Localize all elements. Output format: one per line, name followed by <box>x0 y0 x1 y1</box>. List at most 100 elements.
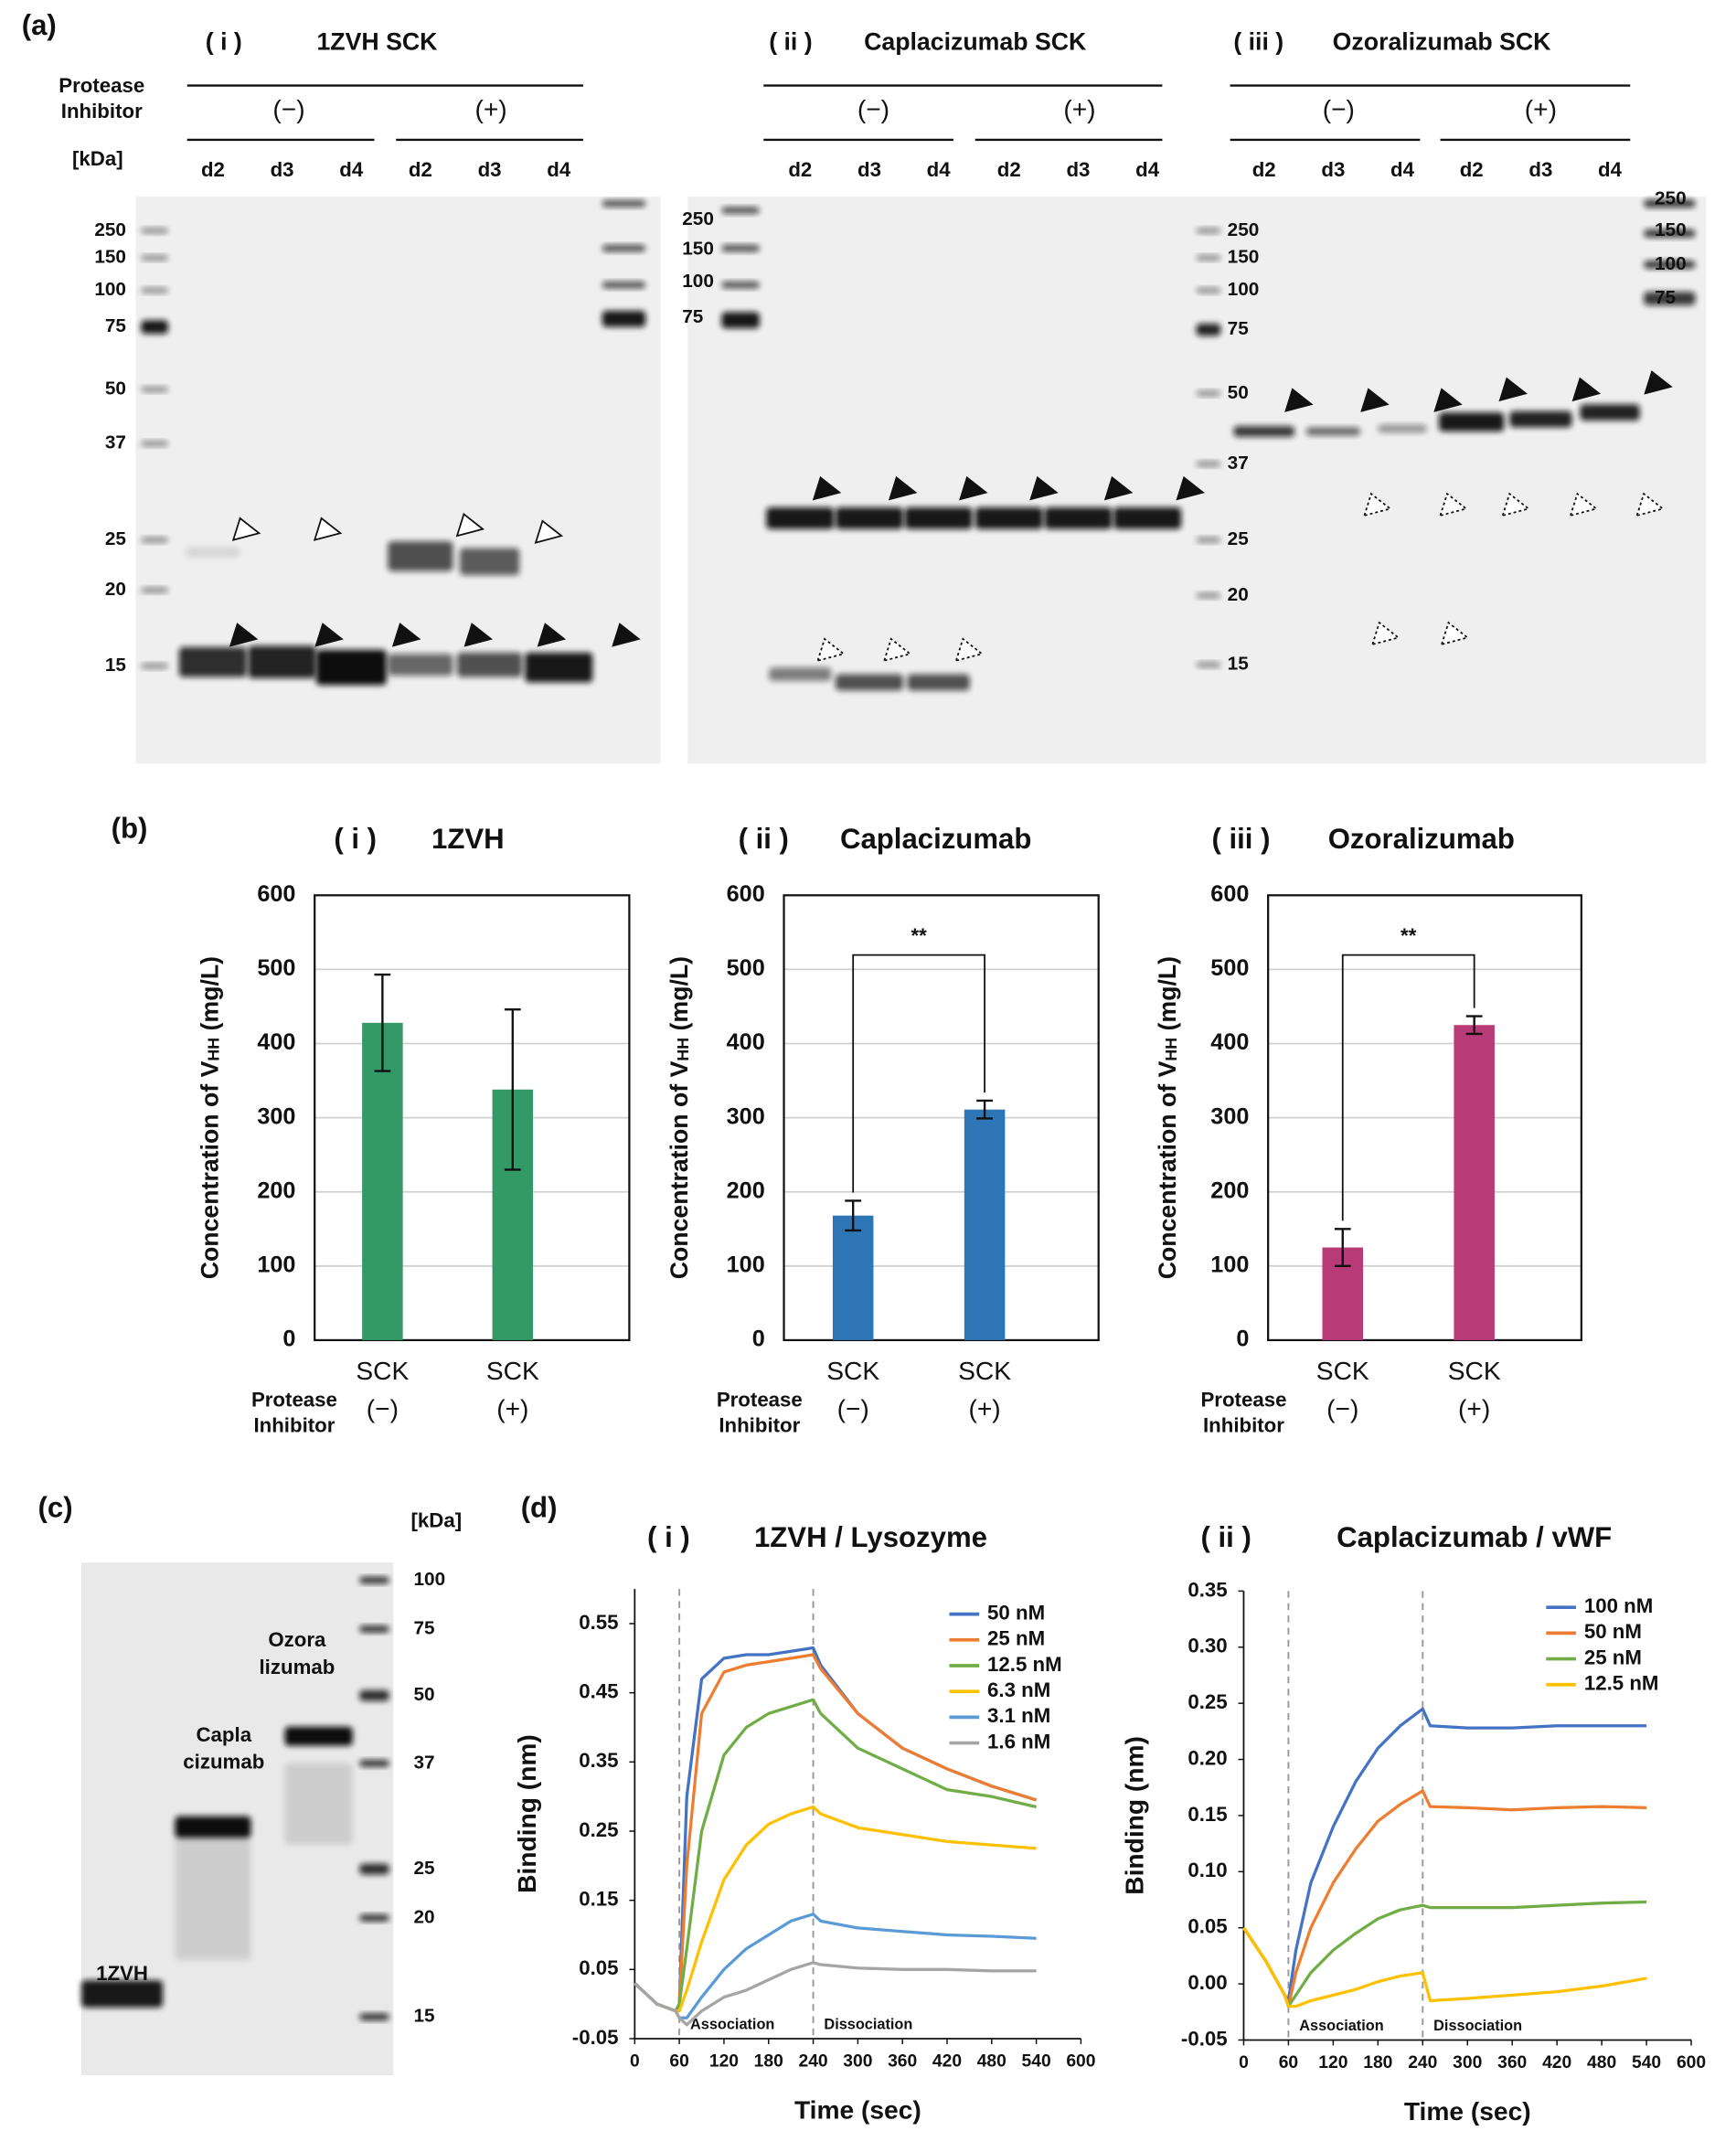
lane-label: d4 <box>927 158 952 181</box>
band <box>186 547 240 558</box>
arrowhead <box>612 623 641 647</box>
marker-label: 50 <box>413 1684 434 1705</box>
arrowhead <box>1501 492 1530 517</box>
y-tick-label: 0 <box>1236 1327 1249 1352</box>
marker-label: 250 <box>1228 219 1260 240</box>
arrowhead <box>1498 377 1528 402</box>
legend-label: 25 nM <box>987 1627 1045 1650</box>
x-tick-label: SCK <box>958 1356 1011 1385</box>
x-tick-label: SCK <box>1316 1356 1369 1385</box>
marker-label: 37 <box>413 1752 434 1773</box>
chart-title: 1ZVH / Lysozyme <box>754 1521 987 1553</box>
arrowhead <box>816 637 846 662</box>
condition-row-label: Inhibitor <box>1203 1414 1284 1437</box>
arrowhead <box>231 517 261 541</box>
band <box>1196 592 1221 599</box>
y-tick-label: 0 <box>752 1327 765 1352</box>
y-tick-label: -0.05 <box>1181 2027 1228 2050</box>
plot-frame <box>1267 894 1582 1342</box>
arrowhead <box>954 637 985 662</box>
x-tick-label: 420 <box>1542 2053 1571 2072</box>
data-line <box>634 1698 1037 2013</box>
band <box>1305 427 1361 436</box>
y-tick-label: 100 <box>257 1252 295 1277</box>
lane-label: d4 <box>547 158 571 181</box>
chart-panel: ( iii ) <box>1211 823 1270 855</box>
legend-label: 12.5 nM <box>987 1653 1062 1676</box>
x-tick-label: 240 <box>1408 2053 1437 2072</box>
chart-title: 1ZVH <box>431 823 505 855</box>
x-tick-label: 600 <box>1677 2053 1706 2072</box>
band <box>248 645 316 678</box>
band <box>359 1625 389 1633</box>
band <box>1113 507 1182 529</box>
arrowhead <box>534 519 564 544</box>
condition-label: (−) <box>367 1394 399 1423</box>
arrowhead <box>1644 370 1673 395</box>
y-tick-label: 600 <box>257 881 295 907</box>
x-tick-label: 120 <box>709 2051 739 2071</box>
y-tick-label: 0 <box>282 1327 295 1352</box>
y-tick-label: 0.45 <box>579 1680 618 1703</box>
band <box>766 507 835 529</box>
band <box>1044 507 1113 529</box>
band <box>459 548 520 576</box>
marker-label: 100 <box>413 1569 445 1590</box>
lane-label: d4 <box>339 158 364 181</box>
band <box>141 320 168 335</box>
x-tick-label: 540 <box>1632 2053 1661 2072</box>
group-label: (−) <box>857 94 889 123</box>
y-tick-label: 400 <box>257 1029 295 1055</box>
legend-label: 50 nM <box>1584 1620 1642 1643</box>
y-tick-label: 0.15 <box>579 1888 618 1911</box>
band <box>141 441 168 447</box>
condition-row-label: Inhibitor <box>719 1414 800 1437</box>
x-tick-label: 540 <box>1022 2051 1051 2071</box>
band <box>1644 260 1696 269</box>
band <box>284 1726 353 1746</box>
y-axis-label-part: HH <box>1162 1038 1180 1061</box>
band <box>1196 323 1221 336</box>
band <box>388 541 453 571</box>
band <box>141 663 168 669</box>
x-tick-label: 360 <box>1497 2053 1527 2072</box>
significance-label: ** <box>1401 924 1417 947</box>
band <box>602 281 646 289</box>
marker-label: 250 <box>1655 188 1687 209</box>
band <box>602 199 646 208</box>
x-tick-label: SCK <box>1448 1356 1501 1385</box>
bar <box>362 1022 403 1340</box>
significance-label: ** <box>911 924 927 947</box>
lane-label: d3 <box>1066 158 1090 181</box>
phase-label: Dissociation <box>1433 2018 1522 2034</box>
gel-bands <box>81 199 1696 2020</box>
band <box>1233 425 1295 437</box>
marker-label: 75 <box>1655 287 1676 308</box>
y-tick-label: 600 <box>1210 881 1249 907</box>
band <box>141 386 168 392</box>
y-tick-label: 200 <box>257 1177 295 1203</box>
marker-label: 100 <box>682 271 714 292</box>
y-tick-label: 400 <box>1210 1029 1249 1055</box>
band <box>835 674 904 691</box>
phase-label: Dissociation <box>824 2016 912 2032</box>
band <box>175 1838 251 1960</box>
x-axis-label: Time (sec) <box>1404 2096 1531 2126</box>
band <box>769 667 832 681</box>
x-tick-label: SCK <box>356 1356 409 1385</box>
arrowhead <box>391 623 421 647</box>
band <box>359 1689 389 1701</box>
lane-label: d4 <box>1390 158 1415 181</box>
band <box>141 228 168 234</box>
arrowhead <box>1029 475 1059 501</box>
band <box>721 207 760 214</box>
y-tick-label: 0.25 <box>579 1818 618 1841</box>
band <box>1644 292 1696 305</box>
legend-label: 3.1 nM <box>987 1704 1050 1727</box>
group-label: (+) <box>1063 94 1095 123</box>
band <box>907 674 970 691</box>
band <box>359 1914 389 1922</box>
legend-label: 100 nM <box>1584 1594 1653 1617</box>
y-tick-label: 500 <box>1210 955 1249 981</box>
